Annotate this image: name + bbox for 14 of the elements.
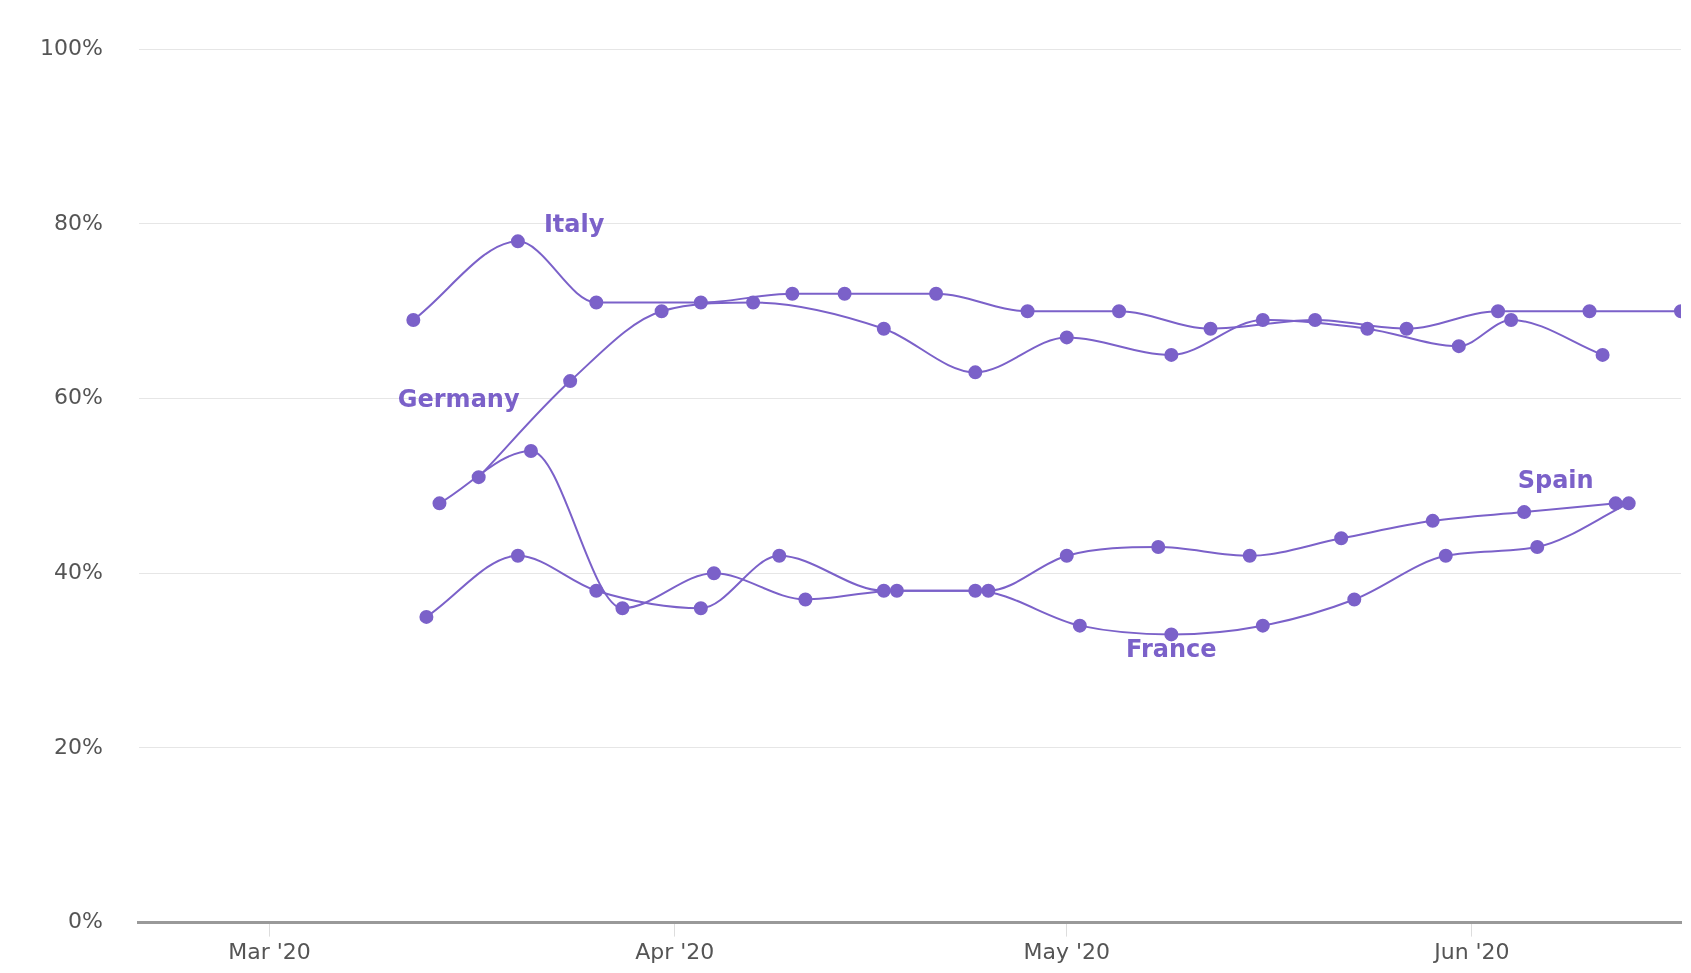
series-label: France (1126, 634, 1217, 663)
y-tick-label: 40% (53, 558, 103, 584)
y-tick-label: 20% (53, 733, 103, 759)
x-tick-label: Jun '20 (1432, 938, 1510, 964)
x-tick-label: Mar '20 (228, 938, 311, 964)
y-tick-label: 100% (39, 34, 103, 60)
y-tick-label: 0% (67, 908, 103, 934)
series-label: Germany (397, 385, 520, 414)
x-tick-label: Apr '20 (635, 938, 715, 964)
y-tick-label: 80% (53, 209, 103, 235)
series-label: Italy (543, 209, 605, 238)
x-tick-label: May '20 (1023, 938, 1111, 964)
series-label: Spain (1517, 465, 1594, 494)
y-tick-label: 60% (53, 384, 103, 410)
